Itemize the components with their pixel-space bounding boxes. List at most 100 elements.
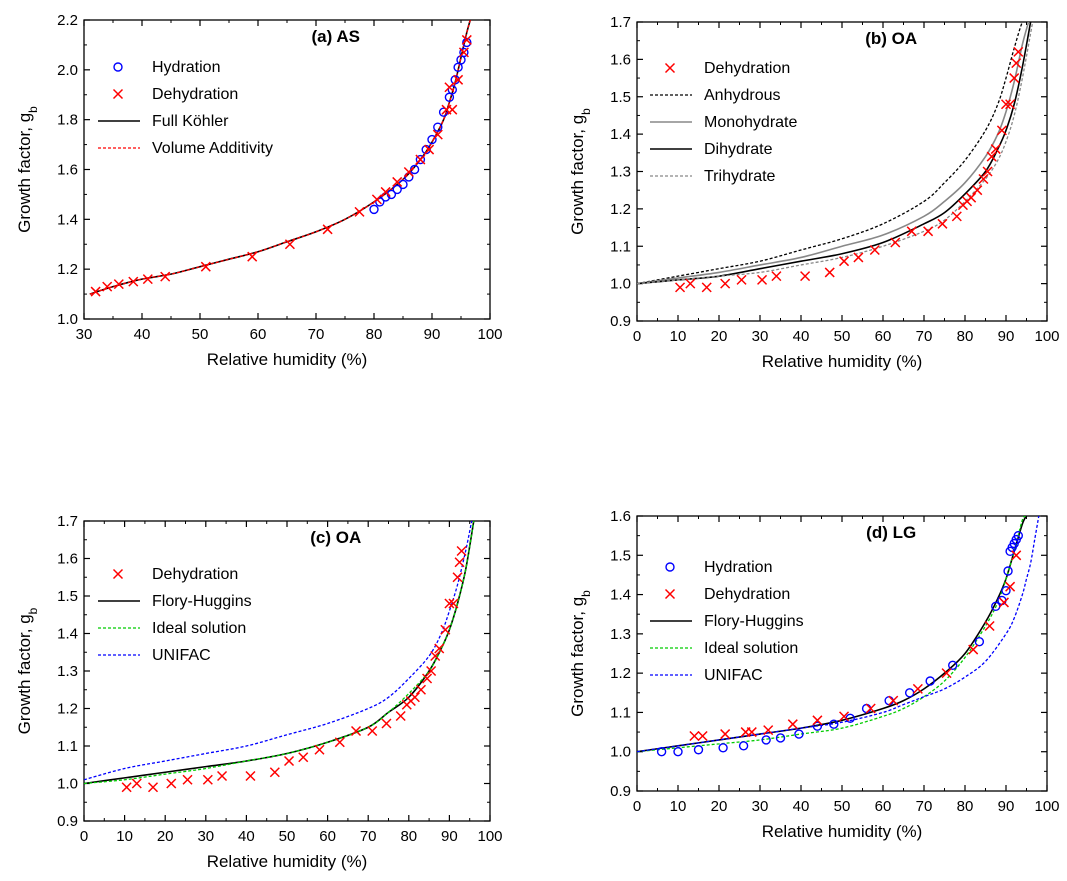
legend-label: Dehydration bbox=[704, 586, 790, 603]
data-point bbox=[1011, 550, 1022, 561]
x-tick-label: 100 bbox=[477, 828, 502, 845]
legend-label: Anhydrous bbox=[704, 87, 781, 104]
x-axis-title: Relative humidity (%) bbox=[207, 350, 368, 369]
x-tick-label: 40 bbox=[238, 828, 255, 845]
data-point bbox=[966, 192, 977, 203]
data-point bbox=[462, 37, 472, 48]
data-point bbox=[787, 719, 798, 730]
y-tick-label: 0.9 bbox=[610, 313, 631, 330]
data-point bbox=[972, 185, 983, 196]
legend-marker bbox=[665, 562, 675, 572]
legend-marker bbox=[664, 62, 676, 74]
chart-panel-a: 30 40 50 60 70 80 90 100 1.0 1.2 1.4 1.6 1.8 2.0 2.2 Re… bbox=[15, 12, 503, 369]
data-point bbox=[458, 47, 469, 58]
data-point bbox=[392, 184, 402, 195]
data-point bbox=[861, 703, 872, 714]
y-axis-title-main: Growth factor, g bbox=[568, 597, 587, 717]
data-point bbox=[693, 745, 704, 755]
x-tick-label: 10 bbox=[670, 328, 687, 345]
x-tick-label: 40 bbox=[793, 798, 810, 815]
y-tick-label: 1.3 bbox=[610, 164, 631, 181]
x-tick-label: 80 bbox=[400, 828, 417, 845]
legend-label: Volume Additivity bbox=[152, 140, 273, 157]
x-tick-label: 70 bbox=[916, 328, 933, 345]
y-tick-label: 1.5 bbox=[610, 89, 631, 106]
y-tick-label: 1.8 bbox=[57, 112, 78, 129]
x-tick-label: 20 bbox=[711, 798, 728, 815]
y-axis-title: Growth factor, gb bbox=[15, 106, 40, 233]
x-axis-title: Relative humidity (%) bbox=[207, 852, 368, 871]
chart-panel-c: 0 10 20 30 40 50 60 70 80 90 100 0.9 1.0 1.1 1.2 1.3 1.4… bbox=[15, 513, 503, 871]
y-tick-label: 1.1 bbox=[610, 238, 631, 255]
data-point bbox=[461, 34, 472, 45]
legend-label: Dihydrate bbox=[704, 141, 773, 158]
x-tick-label: 60 bbox=[319, 828, 336, 845]
data-point bbox=[812, 721, 823, 731]
data-point bbox=[367, 725, 378, 737]
data-point bbox=[217, 770, 228, 782]
x-tick-label: 60 bbox=[250, 326, 267, 343]
data-point bbox=[450, 75, 460, 85]
data-point bbox=[90, 286, 101, 297]
data-point bbox=[415, 154, 426, 165]
legend-marker bbox=[112, 88, 124, 100]
plot-area bbox=[637, 516, 1040, 757]
data-point bbox=[202, 774, 213, 785]
data-point bbox=[453, 74, 464, 85]
legend-marker bbox=[112, 568, 124, 580]
x-tick-label: 50 bbox=[834, 328, 851, 345]
data-point bbox=[761, 735, 771, 745]
legend-label: UNIFAC bbox=[704, 667, 763, 684]
data-point bbox=[102, 281, 113, 292]
data-point bbox=[421, 144, 431, 155]
x-tick-label: 30 bbox=[197, 828, 214, 845]
series-line bbox=[84, 521, 475, 785]
legend-label: Hydration bbox=[704, 559, 772, 576]
panel-title: (b) OA bbox=[865, 29, 917, 48]
data-point bbox=[452, 572, 463, 583]
data-point bbox=[689, 730, 700, 742]
x-tick-label: 60 bbox=[875, 328, 892, 345]
y-tick-label: 1.4 bbox=[57, 626, 78, 643]
series-line bbox=[637, 516, 1040, 753]
data-point bbox=[380, 186, 391, 197]
y-tick-label: 1.4 bbox=[57, 211, 78, 228]
series-line bbox=[637, 22, 1030, 285]
data-point bbox=[375, 197, 385, 207]
data-point bbox=[685, 278, 696, 289]
y-axis-title: Growth factor, gb bbox=[568, 590, 593, 717]
data-point bbox=[354, 206, 365, 217]
series-line bbox=[637, 516, 1028, 753]
data-point bbox=[812, 715, 823, 726]
y-tick-label: 1.6 bbox=[57, 551, 78, 568]
y-axis-title-subscript: b bbox=[579, 108, 593, 115]
data-point bbox=[392, 176, 403, 187]
y-tick-label: 1.0 bbox=[57, 311, 78, 328]
x-tick-label: 50 bbox=[192, 326, 209, 343]
y-tick-label: 1.2 bbox=[610, 201, 631, 218]
data-point bbox=[369, 204, 379, 215]
x-tick-label: 80 bbox=[957, 328, 974, 345]
data-point bbox=[381, 718, 392, 729]
data-point bbox=[736, 274, 747, 285]
data-point bbox=[1013, 530, 1023, 541]
legend-label: Dehydration bbox=[152, 86, 238, 103]
x-tick-label: 70 bbox=[916, 798, 933, 815]
y-tick-label: 1.5 bbox=[57, 588, 78, 605]
x-tick-label: 70 bbox=[360, 828, 377, 845]
y-tick-label: 0.9 bbox=[57, 813, 78, 830]
data-point bbox=[701, 282, 712, 293]
data-point bbox=[269, 767, 280, 778]
x-tick-label: 80 bbox=[957, 798, 974, 815]
series-line bbox=[84, 521, 473, 781]
data-point bbox=[447, 104, 458, 115]
x-tick-label: 20 bbox=[157, 828, 174, 845]
legend-label: Full Köhler bbox=[152, 113, 229, 130]
data-point bbox=[350, 725, 362, 737]
data-point bbox=[738, 741, 749, 751]
data-point bbox=[334, 737, 345, 748]
data-point bbox=[459, 47, 469, 58]
data-point bbox=[718, 743, 728, 753]
data-point bbox=[888, 695, 899, 706]
legend-label: Hydration bbox=[152, 59, 220, 76]
